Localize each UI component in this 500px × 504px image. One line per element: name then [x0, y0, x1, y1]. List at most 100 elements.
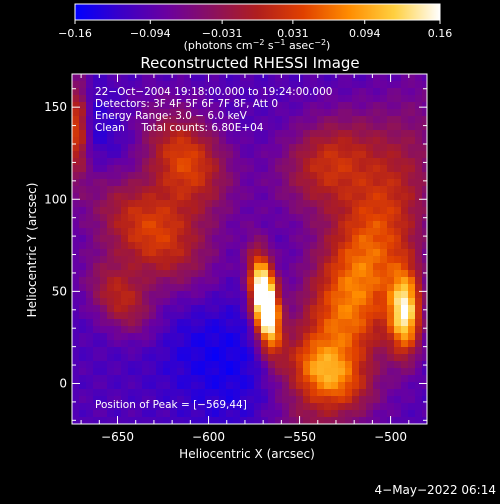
heatmap-cell [282, 102, 290, 110]
heatmap-cell [107, 179, 115, 187]
heatmap-cell [310, 382, 318, 390]
heatmap-cell [114, 249, 122, 257]
heatmap-cell [212, 158, 220, 166]
heatmap-cell [240, 200, 248, 208]
heatmap-cell [324, 109, 332, 117]
heatmap-cell [268, 137, 276, 145]
heatmap-cell [282, 291, 290, 299]
heatmap-cell [268, 158, 276, 166]
heatmap-cell [352, 109, 360, 117]
heatmap-cell [72, 172, 80, 180]
heatmap-cell [226, 200, 234, 208]
heatmap-cell [408, 221, 416, 229]
heatmap-cell [310, 263, 318, 271]
heatmap-cell [254, 347, 262, 355]
heatmap-cell [275, 242, 283, 250]
heatmap-cell [317, 81, 325, 89]
heatmap-cell [289, 361, 297, 369]
heatmap-cell [303, 326, 311, 334]
heatmap-cell [422, 347, 428, 355]
heatmap-cell [345, 116, 353, 124]
heatmap-cell [359, 200, 367, 208]
heatmap-cell [268, 305, 276, 313]
heatmap-cell [324, 95, 332, 103]
heatmap-cell [387, 298, 395, 306]
heatmap-cell [373, 130, 381, 138]
heatmap-cell [86, 123, 94, 131]
heatmap-cell [163, 326, 171, 334]
heatmap-cell [331, 291, 339, 299]
heatmap-cell [310, 102, 318, 110]
heatmap-cell [324, 165, 332, 173]
heatmap-cell [226, 263, 234, 271]
heatmap-cell [128, 396, 136, 404]
heatmap-cell [142, 382, 150, 390]
heatmap-cell [289, 193, 297, 201]
heatmap-cell [408, 74, 416, 82]
heatmap-cell [415, 207, 423, 215]
heatmap-cell [408, 214, 416, 222]
heatmap-cell [100, 396, 108, 404]
heatmap-cell [422, 172, 428, 180]
heatmap-cell [415, 249, 423, 257]
heatmap-cell [345, 361, 353, 369]
heatmap-cell [331, 312, 339, 320]
heatmap-cell [268, 368, 276, 376]
heatmap-cell [380, 249, 388, 257]
heatmap-cell [128, 116, 136, 124]
heatmap-cell [107, 263, 115, 271]
heatmap-cell [156, 263, 164, 271]
heatmap-cell [338, 200, 346, 208]
heatmap-cell [310, 284, 318, 292]
heatmap-cell [156, 396, 164, 404]
heatmap-cell [100, 312, 108, 320]
heatmap-cell [121, 382, 129, 390]
heatmap-cell [240, 221, 248, 229]
heatmap-cell [114, 347, 122, 355]
heatmap-cell [156, 214, 164, 222]
heatmap-cell [226, 88, 234, 96]
heatmap-cell [422, 137, 428, 145]
heatmap-cell [310, 375, 318, 383]
heatmap-cell [233, 389, 241, 397]
heatmap-cell [303, 410, 311, 418]
heatmap-cell [219, 151, 227, 159]
heatmap-cell [401, 375, 409, 383]
heatmap-cell [149, 158, 157, 166]
colorbar-tick-label: −0.094 [130, 27, 171, 40]
heatmap-cell [401, 242, 409, 250]
heatmap-cell [345, 102, 353, 110]
heatmap-cell [366, 277, 374, 285]
heatmap-cell [359, 270, 367, 278]
heatmap-cell [198, 81, 206, 89]
heatmap-cell [86, 186, 94, 194]
heatmap-cell [212, 88, 220, 96]
heatmap-cell [275, 284, 283, 292]
heatmap-cell [212, 172, 220, 180]
heatmap-cell [282, 200, 290, 208]
heatmap-cell [422, 193, 428, 201]
heatmap-cell [331, 305, 339, 313]
heatmap-cell [282, 151, 290, 159]
heatmap-cell [156, 410, 164, 418]
heatmap-cell [128, 256, 136, 264]
heatmap-cell [254, 207, 262, 215]
heatmap-cell [184, 312, 192, 320]
heatmap-cell [401, 396, 409, 404]
heatmap-cell [422, 235, 428, 243]
heatmap-cell [205, 95, 213, 103]
heatmap-cell [373, 200, 381, 208]
heatmap-cell [121, 151, 129, 159]
heatmap-cell [254, 291, 262, 299]
heatmap-cell [156, 235, 164, 243]
heatmap-cell [310, 179, 318, 187]
heatmap-cell [184, 102, 192, 110]
heatmap-cell [226, 207, 234, 215]
heatmap-cell [184, 193, 192, 201]
heatmap-cell [359, 312, 367, 320]
heatmap-cell [401, 340, 409, 348]
heatmap-cell [408, 354, 416, 362]
heatmap-cell [380, 305, 388, 313]
heatmap-cell [296, 242, 304, 250]
heatmap-cell [212, 151, 220, 159]
